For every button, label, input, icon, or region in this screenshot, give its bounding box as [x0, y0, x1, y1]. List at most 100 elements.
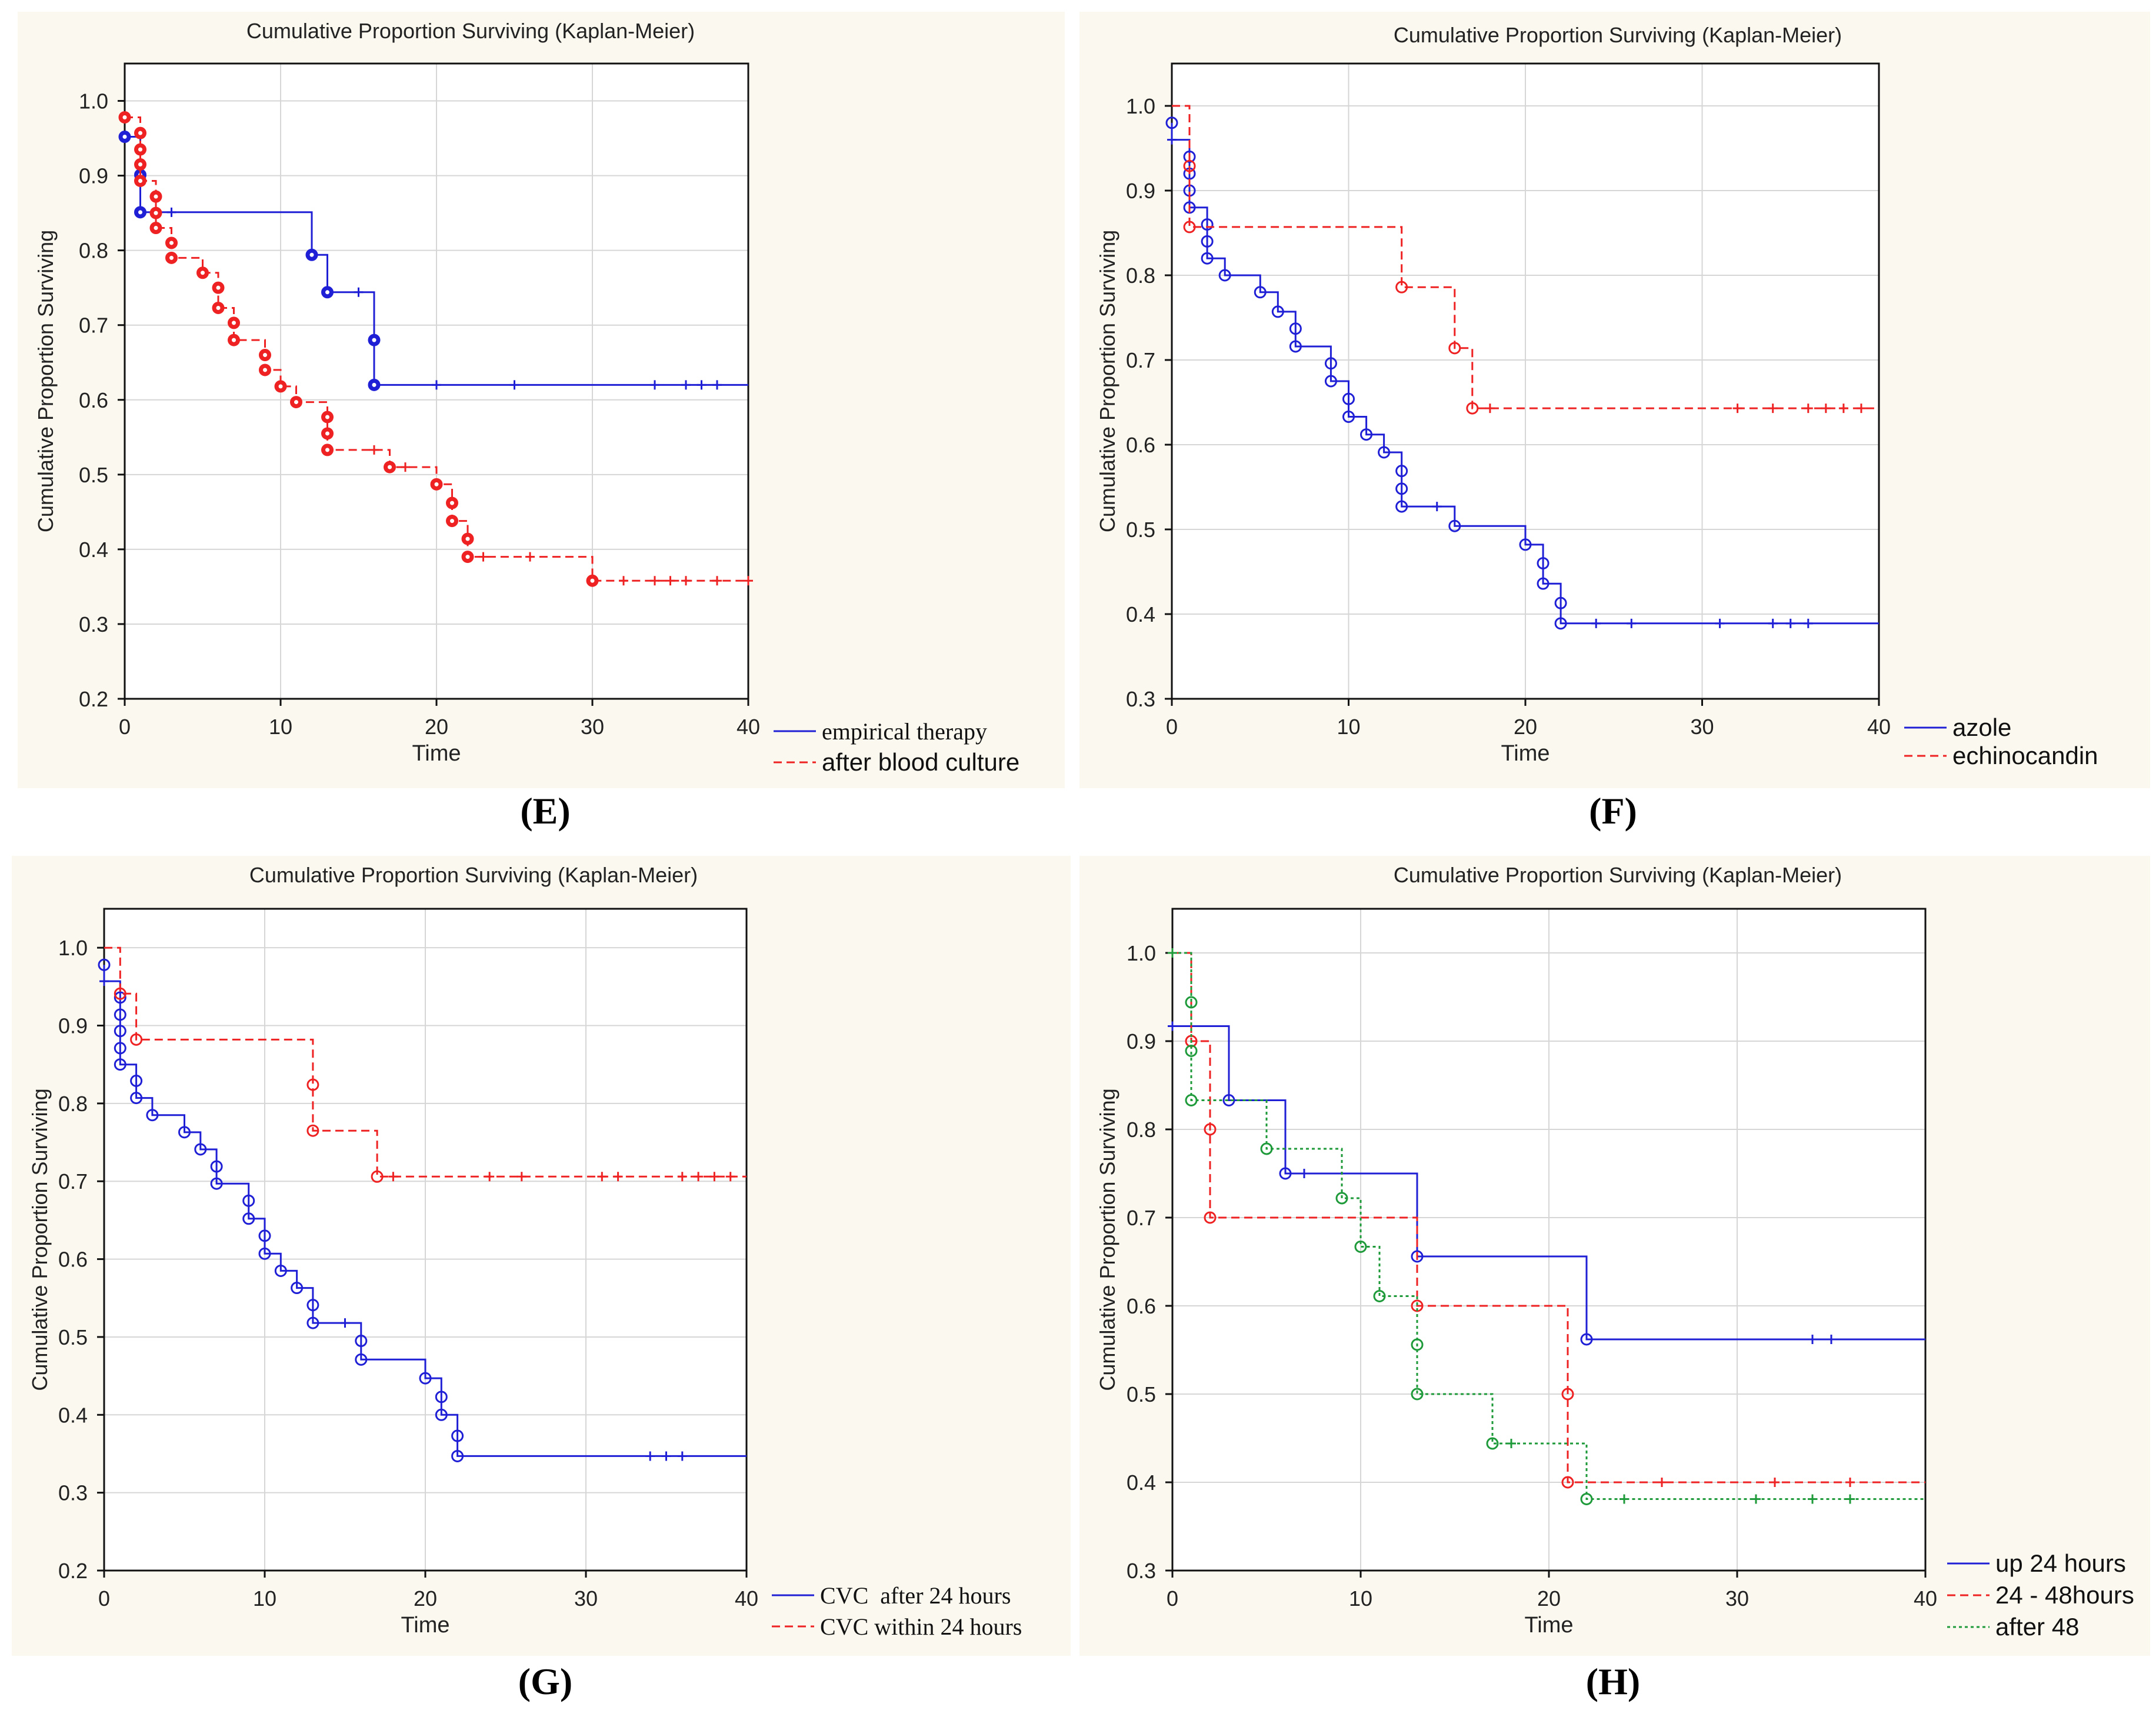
event-marker-center: [325, 290, 329, 295]
y-tick-label: 0.9: [1126, 179, 1155, 203]
censor-marker: [1732, 404, 1742, 414]
event-marker: [130, 1033, 143, 1046]
event-marker: [1448, 342, 1461, 355]
event-marker-center: [465, 555, 470, 559]
y-tick-label: 0.4: [1126, 602, 1155, 626]
event-marker-center: [465, 536, 470, 541]
x-tick-label: 20: [414, 1586, 437, 1611]
y-tick-label: 0.3: [79, 612, 108, 636]
event-marker: [306, 1078, 319, 1091]
y-tick-label: 0.4: [1127, 1471, 1156, 1495]
event-marker: [1561, 1476, 1574, 1489]
censor-marker: [650, 380, 659, 390]
event-marker: [194, 1143, 207, 1156]
x-tick-label: 0: [1167, 1586, 1178, 1611]
series-azole: [1165, 116, 1879, 630]
event-marker: [1580, 1493, 1593, 1505]
y-axis-label: Cumulative Proportion Surviving: [34, 230, 58, 532]
censor-marker: [744, 576, 753, 586]
chart-title: Cumulative Proportion Surviving (Kaplan-…: [249, 863, 698, 887]
event-marker: [1289, 322, 1302, 335]
y-tick-label: 0.8: [1126, 264, 1155, 288]
censor-marker: [650, 576, 659, 586]
event-marker-center: [169, 241, 174, 245]
censor-marker: [1845, 1494, 1855, 1504]
y-tick-label: 1.0: [58, 936, 88, 960]
event-marker: [1254, 286, 1267, 299]
event-marker: [1201, 235, 1214, 248]
censor-marker: [525, 552, 535, 562]
y-tick-label: 0.6: [1126, 433, 1155, 457]
event-marker: [1279, 1167, 1292, 1180]
x-tick-label: 10: [253, 1586, 276, 1611]
series-cvc-within-24-hours: [104, 946, 747, 1183]
censor-marker: [619, 576, 628, 586]
event-marker: [1561, 1388, 1574, 1401]
censor-marker: [665, 576, 675, 586]
event-marker-center: [232, 321, 236, 325]
event-marker-center: [450, 501, 454, 505]
y-tick-label: 1.0: [79, 89, 108, 114]
censor-marker: [478, 552, 488, 562]
event-marker: [1260, 1142, 1273, 1155]
censor-marker: [99, 976, 109, 986]
censor-marker: [694, 1172, 704, 1182]
censor-marker: [340, 1318, 350, 1328]
event-marker: [1204, 1123, 1217, 1136]
event-marker: [306, 1124, 319, 1137]
y-tick-label: 0.6: [1127, 1294, 1156, 1318]
event-marker-center: [201, 271, 205, 275]
event-marker: [371, 1170, 384, 1183]
x-axis-label: Time: [1524, 1613, 1573, 1638]
x-tick-label: 10: [1337, 715, 1360, 739]
x-tick-label: 10: [269, 715, 292, 739]
event-marker: [1289, 340, 1302, 353]
y-tick-label: 1.0: [1127, 941, 1156, 965]
legend-entry: up 24 hours: [1995, 1549, 2126, 1577]
x-tick-label: 40: [735, 1586, 758, 1611]
event-marker: [130, 1075, 143, 1087]
x-tick-label: 40: [1867, 715, 1891, 739]
series-up-24-hours: [1168, 1021, 1925, 1346]
y-tick-label: 0.7: [1127, 1206, 1156, 1230]
y-tick-label: 0.5: [1127, 1382, 1156, 1406]
event-marker: [1411, 1338, 1424, 1351]
event-marker-center: [138, 210, 142, 215]
event-marker-center: [372, 338, 376, 342]
censor-marker: [1770, 1478, 1780, 1487]
x-tick-label: 20: [1537, 1586, 1561, 1611]
survival-step-line: [104, 946, 747, 1178]
x-axis-label: Time: [401, 1613, 449, 1638]
event-marker-center: [138, 178, 142, 183]
event-marker: [306, 1299, 319, 1312]
event-marker: [1324, 375, 1337, 388]
event-marker: [451, 1449, 464, 1462]
x-tick-label: 40: [1914, 1586, 1937, 1611]
y-tick-label: 0.5: [58, 1325, 88, 1349]
y-tick-label: 0.5: [79, 463, 108, 487]
event-marker-center: [232, 338, 236, 342]
x-tick-label: 10: [1349, 1586, 1372, 1611]
x-tick-label: 30: [581, 715, 604, 739]
censor-marker: [1507, 1439, 1516, 1448]
censor-marker: [1751, 1494, 1761, 1504]
event-marker: [1201, 252, 1214, 265]
censor-marker: [1821, 404, 1831, 414]
event-marker: [1580, 1333, 1593, 1346]
event-marker: [1395, 281, 1408, 294]
survival-step-line: [103, 965, 747, 1457]
event-marker: [435, 1391, 448, 1403]
x-tick-label: 0: [98, 1586, 110, 1611]
event-marker: [1395, 500, 1408, 513]
event-marker: [258, 1229, 271, 1242]
event-marker: [1537, 557, 1549, 570]
legend-entry: azole: [1952, 714, 2011, 741]
survival-step-line: [1172, 952, 1925, 1483]
chart-panel-h: 0 10 20 30 40 0.3 0.4 0.5 0.6 0.7 0.8 0.9 1.0 Cumulat…: [1079, 856, 2150, 1702]
censor-marker: [1591, 618, 1601, 628]
event-marker: [1537, 577, 1549, 590]
event-marker: [419, 1372, 432, 1385]
y-tick-label: 0.5: [1126, 518, 1155, 542]
event-marker: [1185, 996, 1198, 1009]
